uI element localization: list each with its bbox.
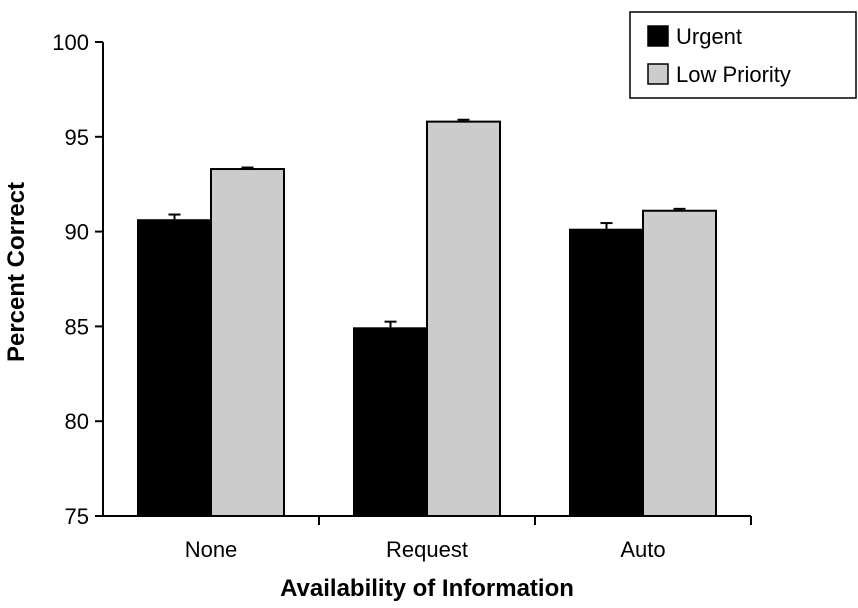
legend: Urgent Low Priority bbox=[629, 11, 857, 99]
bar-low-priority bbox=[210, 168, 285, 517]
y-tick-label: 90 bbox=[65, 220, 89, 245]
y-tick-label: 85 bbox=[65, 314, 89, 339]
y-axis-title: Percent Correct bbox=[3, 182, 30, 362]
axes-layer bbox=[102, 42, 751, 517]
y-tick-label: 95 bbox=[65, 125, 89, 150]
labels-layer: 75 80 85 90 95 100 None Request Auto bbox=[52, 30, 665, 562]
legend-swatch-low-priority bbox=[647, 63, 669, 85]
y-tick-label: 100 bbox=[52, 30, 89, 55]
bar-urgent bbox=[569, 228, 644, 517]
bar-low-priority bbox=[642, 209, 717, 518]
x-tick-label: None bbox=[185, 537, 238, 562]
x-tick-label: Auto bbox=[620, 537, 665, 562]
x-axis-title: Availability of Information bbox=[280, 575, 574, 602]
bars-layer bbox=[137, 118, 717, 518]
legend-label-low-priority: Low Priority bbox=[676, 62, 791, 87]
bar-urgent bbox=[137, 219, 212, 517]
y-tick-label: 75 bbox=[65, 504, 89, 529]
legend-label-urgent: Urgent bbox=[676, 24, 742, 49]
bar-low-priority bbox=[426, 120, 501, 518]
y-tick-label: 80 bbox=[65, 409, 89, 434]
x-tick-label: Request bbox=[386, 537, 468, 562]
legend-swatch-urgent bbox=[647, 25, 669, 47]
ticks-layer bbox=[95, 41, 752, 525]
bar-urgent bbox=[353, 327, 428, 517]
